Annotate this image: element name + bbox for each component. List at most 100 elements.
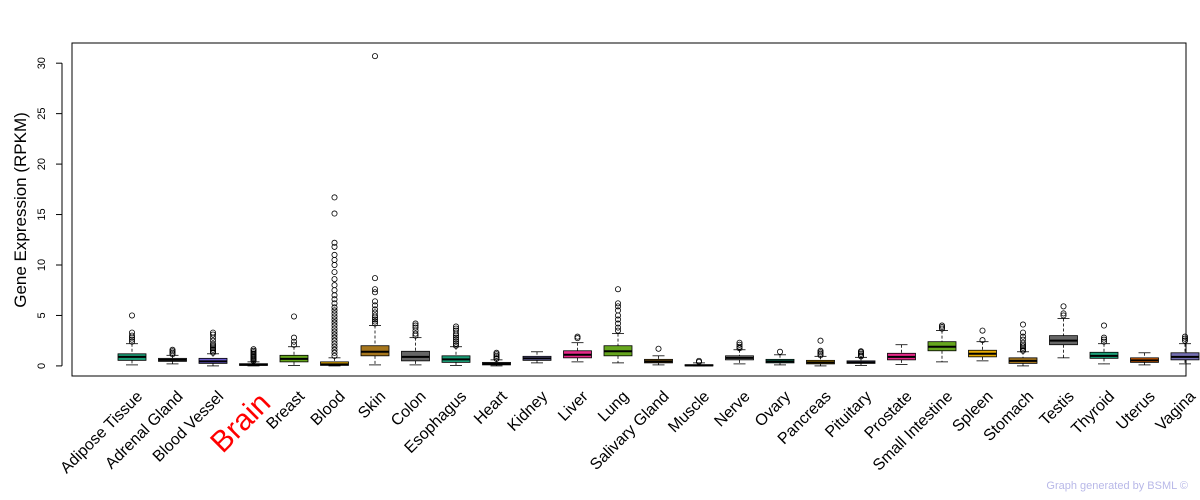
credit-text: Graph generated by BSML © [1046,480,1188,492]
outlier-point [1101,336,1108,343]
outlier-point [452,336,459,343]
box-blood [320,194,349,367]
box-skin [360,53,390,366]
outlier-point [939,325,946,332]
outlier-point [979,327,986,334]
outlier-point [371,275,378,282]
outlier-point [371,53,378,60]
outlier-point [331,352,338,359]
outlier-point [250,350,257,357]
outlier-point [371,286,378,293]
outlier-point [371,312,378,319]
plot-frame [71,42,1187,377]
outlier-point [290,338,297,345]
box-prostate [887,344,916,365]
outlier-point [979,337,986,344]
outlier-point [736,341,743,348]
outlier-point [1020,336,1027,343]
outlier-point [412,322,419,329]
outlier-point [371,309,378,316]
outlier-point [331,296,338,303]
outlier-point [615,324,622,331]
outlier-point [615,286,622,293]
outlier-point [331,340,338,347]
outlier-point [452,338,459,345]
outlier-point [250,347,257,354]
outlier-point [1020,339,1027,346]
outlier-point [371,298,378,305]
outlier-point [128,338,135,345]
y-axis-label: Gene Expression (RPKM) [11,112,30,308]
outlier-point [128,312,135,319]
outlier-point [736,339,743,346]
outlier-point [615,316,622,323]
outlier-point [655,345,662,352]
outlier-point [615,300,622,307]
box-uterus [1130,352,1159,366]
outlier-point [169,348,176,355]
box-small-intestine [927,322,957,363]
y-axis: 0 5 10 15 20 25 30 [36,57,63,369]
outlier-point [169,349,176,356]
outlier-point [290,341,297,348]
boxes-layer [117,53,1200,367]
box-iqr [360,345,390,357]
box-thyroid [1089,322,1119,365]
box-breast [279,313,309,366]
box-lung [603,286,633,364]
outlier-point [493,352,500,359]
outlier-point [371,318,378,325]
outlier-point [331,319,338,326]
y-tick-label: 20 [36,158,48,170]
outlier-point [574,333,581,340]
outlier-point [331,300,338,307]
outlier-point [615,320,622,327]
outlier-point [696,357,703,364]
outlier-point [371,316,378,323]
box-blood-vessel [198,329,228,367]
outlier-point [128,336,135,343]
outlier-point [452,342,459,349]
y-tick-label: 0 [36,363,48,369]
outlier-point [331,310,338,317]
outlier-point [858,348,865,355]
outlier-point [817,337,824,344]
box-esophagus [441,323,471,366]
outlier-point [209,340,216,347]
outlier-point [331,194,338,201]
outlier-point [250,349,257,356]
outlier-point [128,329,135,336]
outlier-point [1020,343,1027,350]
box-salivary-gland [644,345,673,366]
outlier-point [858,352,865,359]
x-tick-label: Thyroid [1068,388,1118,438]
box-spleen [968,327,997,362]
x-tick-label: Lung [595,388,632,425]
outlier-point [939,324,946,331]
outlier-point [331,328,338,335]
outlier-point [615,327,622,334]
outlier-point [331,282,338,289]
outlier-point [331,331,338,338]
outlier-point [939,322,946,329]
outlier-point [1182,335,1189,342]
box-brain [239,346,268,367]
outlier-point [1101,338,1108,345]
outlier-point [209,346,216,353]
outlier-point [331,307,338,314]
outlier-point [209,349,216,356]
outlier-point [331,304,338,311]
outlier-point [493,351,500,358]
outlier-point [452,325,459,332]
outlier-point [1020,346,1027,353]
x-tick-label: Vagina [1153,388,1199,434]
outlier-point [331,243,338,250]
x-tick-label: Liver [555,388,592,425]
outlier-point [331,334,338,341]
outlier-point [1060,310,1067,317]
outlier-point [412,324,419,331]
outlier-point [331,346,338,353]
outlier-point [412,320,419,327]
box-heart [482,349,511,367]
